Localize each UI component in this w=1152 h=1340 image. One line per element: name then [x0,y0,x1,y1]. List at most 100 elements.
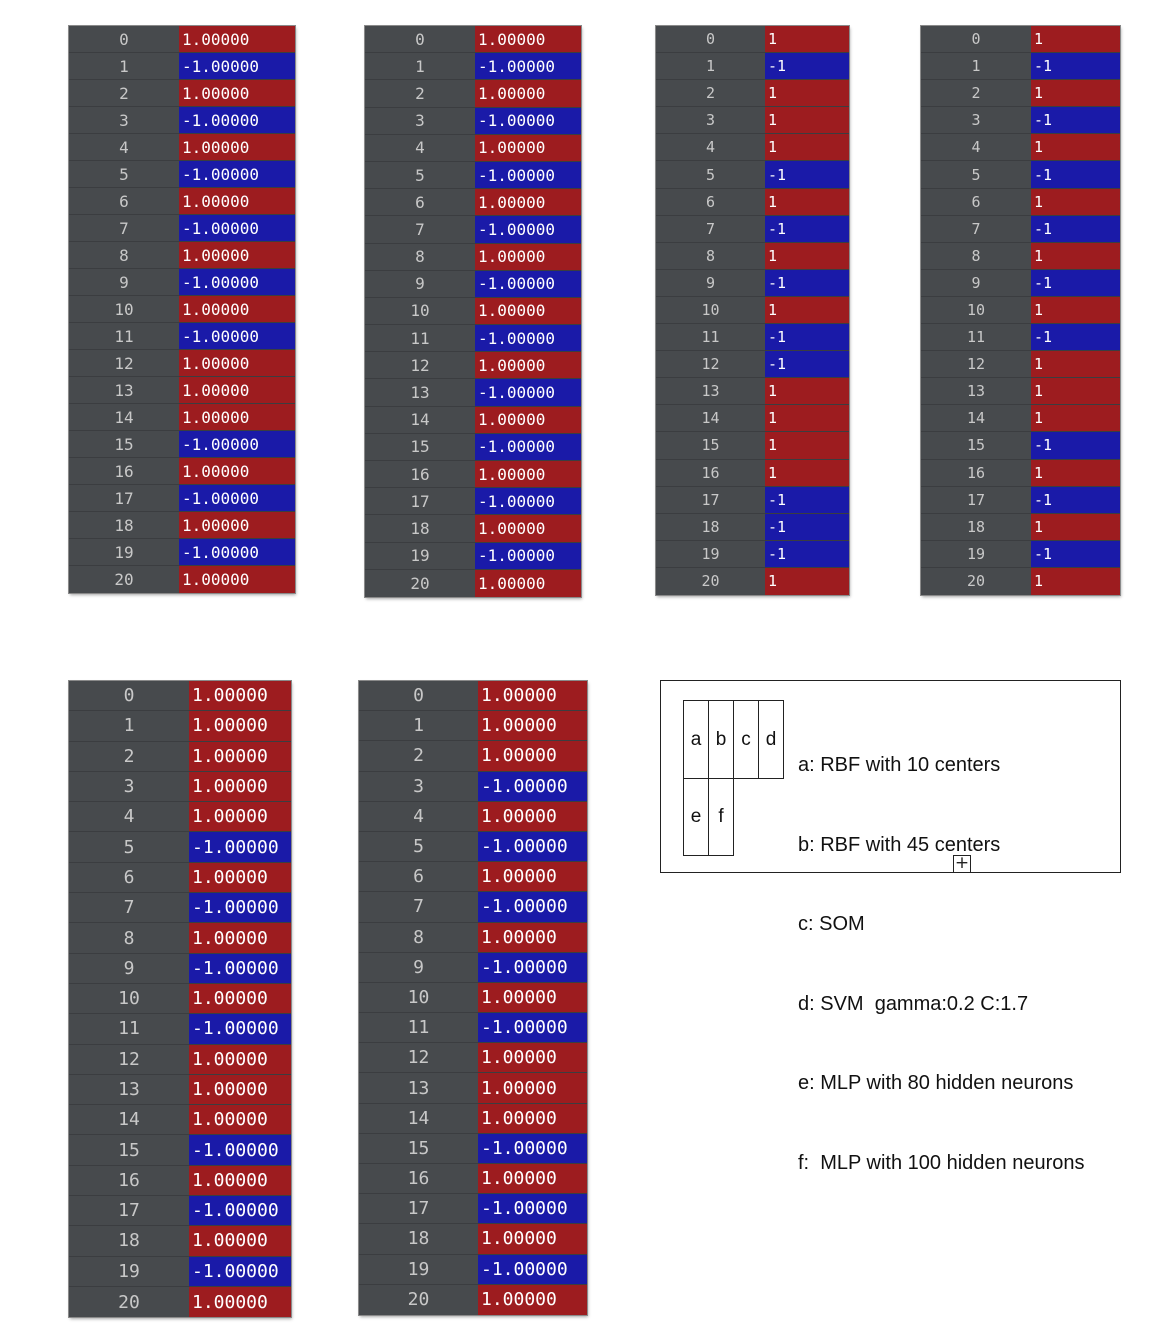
table-row: 0 1.00000 [69,26,295,53]
row-index: 9 [971,273,981,292]
row-index: 10 [114,299,134,319]
legend-line-e: e: MLP with 80 hidden neurons [798,1072,1074,1094]
row-value: 1 [1031,134,1120,161]
row-index: 5 [705,165,716,184]
table-row: 16 1.00000 [69,1165,291,1197]
result-table-a: 0 1.00000 1 -1.00000 2 1.00000 3 -1.00000 4 1.000… [69,26,295,593]
table-row: 10 1.00000 [365,297,581,326]
row-index: 20 [407,1289,430,1311]
row-value: 1.00000 [179,458,295,484]
table-row: 7 -1.00000 [69,215,295,242]
table-row: 11 -1 [921,324,1120,352]
row-index: 3 [119,110,129,130]
row-value: 1.00000 [475,80,581,107]
row-index: 17 [966,490,986,509]
row-value: 1.00000 [475,515,581,542]
row-index: 14 [407,1107,430,1129]
row-value: -1.00000 [189,1135,291,1165]
row-index: 1 [119,56,129,76]
table-row: 8 1.00000 [365,243,581,271]
row-value: -1 [765,269,849,296]
legend-line-b: b: RBF with 45 centers [798,833,1001,856]
row-index: 16 [701,463,720,482]
row-index: 16 [966,463,986,482]
table-row: 11 -1.00000 [69,1014,291,1045]
row-value: 1 [1031,405,1120,432]
row-value: 1.00000 [475,243,581,270]
row-index: 11 [701,328,720,347]
row-value: -1.00000 [478,952,587,982]
row-value: 1.00000 [475,569,581,597]
table-row: 15 -1.00000 [69,431,295,458]
row-value: 1.00000 [475,461,581,488]
row-index: 7 [119,218,129,238]
table-row: 18 1.00000 [365,515,581,543]
row-index: 14 [410,410,430,430]
row-index: 9 [119,272,129,292]
row-value: 1.00000 [478,1073,587,1103]
row-value: 1.00000 [478,1284,587,1315]
row-index: 4 [413,805,424,827]
table-row: 13 1 [656,378,849,406]
table-row: 10 1 [656,296,849,325]
table-row: 11 -1 [656,324,849,352]
table-row: 12 1.00000 [69,1044,291,1075]
result-table-d: 0 1 1 -1 2 1 3 -1 4 1 5 -1 6 1 7 -1 8 1 9 -1 10 1 11 -1 12 1 13 1 14… [921,26,1120,595]
row-index: 6 [705,192,716,211]
table-row: 11 -1.00000 [365,325,581,353]
table-row: 4 1.00000 [359,801,587,832]
resize-handle-icon[interactable]: + [953,853,971,873]
row-index: 8 [413,926,424,948]
row-index: 2 [971,84,981,103]
table-row: 19 -1 [656,540,849,568]
row-value: 1.00000 [478,681,587,711]
row-index: 7 [705,219,716,238]
row-value: 1.00000 [189,923,291,953]
row-index: 4 [971,138,981,157]
row-index: 17 [114,488,134,508]
table-row: 2 1.00000 [359,741,587,772]
row-index: 10 [407,986,430,1008]
table-row: 4 1.00000 [69,802,291,833]
row-index: 1 [123,715,135,737]
row-value: 1.00000 [475,406,581,433]
row-value: 1.00000 [189,1286,291,1318]
row-value: -1.00000 [179,107,295,133]
row-index: 0 [119,29,129,49]
row-value: 1.00000 [478,1224,587,1254]
legend-cell-b: b [708,700,734,779]
row-value: 1 [765,459,849,486]
table-row: 15 -1.00000 [359,1133,587,1164]
row-value: -1.00000 [475,325,581,352]
row-index: 7 [413,896,424,918]
table-row: 9 -1.00000 [69,953,291,984]
table-row: 17 -1.00000 [365,488,581,516]
row-value: -1.00000 [179,53,295,79]
row-index: 11 [114,326,134,346]
row-index: 10 [966,300,986,319]
table-row: 0 1.00000 [359,681,587,712]
table-row: 10 1.00000 [359,982,587,1014]
row-value: 1.00000 [179,512,295,538]
row-index: 6 [971,192,981,211]
table-row: 9 -1 [656,269,849,297]
table-row: 2 1.00000 [69,741,291,772]
row-index: 3 [971,111,981,130]
table-row: 19 -1.00000 [69,539,295,566]
row-index: 14 [701,409,720,428]
table-row: 8 1.00000 [69,923,291,954]
table-row: 3 1.00000 [69,771,291,803]
table-row: 20 1.00000 [69,1286,291,1318]
row-index: 1 [971,57,981,76]
row-value: 1.00000 [189,681,291,711]
row-value: 1.00000 [475,134,581,161]
row-value: 1.00000 [179,404,295,430]
row-value: -1 [765,540,849,567]
row-index: 18 [118,1230,140,1252]
row-value: 1.00000 [478,741,587,771]
row-index: 19 [114,542,134,562]
table-row: 18 1.00000 [69,512,295,539]
row-value: -1.00000 [475,53,581,80]
